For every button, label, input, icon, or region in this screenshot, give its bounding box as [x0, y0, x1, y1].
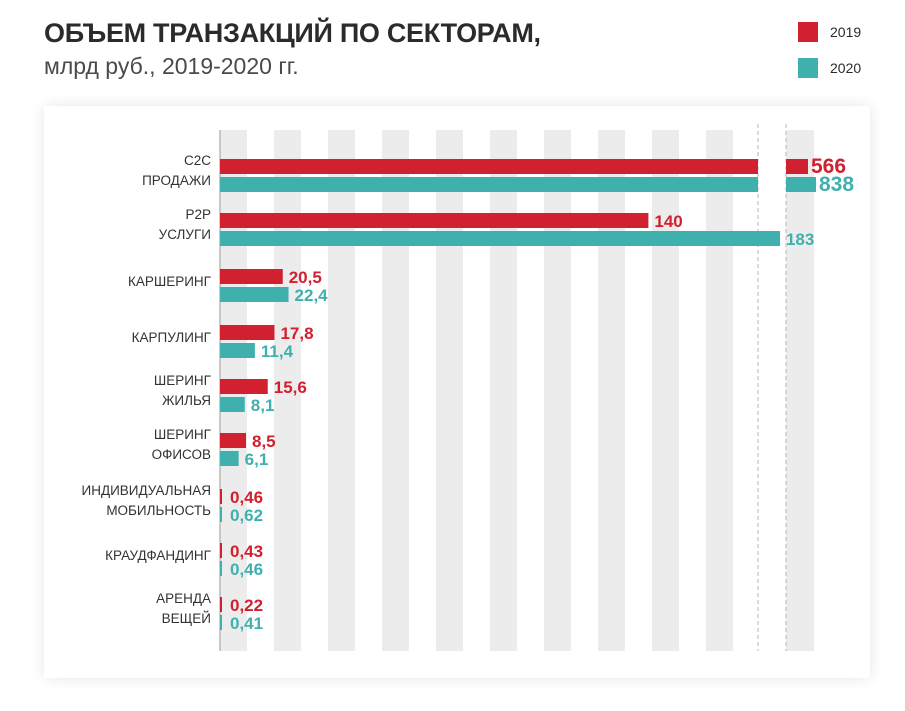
bar-2020 — [220, 451, 239, 466]
category-label: ЖИЛЬЯ — [162, 393, 211, 408]
category-label: КРАУДФАНДИНГ — [105, 548, 212, 563]
chart-subtitle: млрд руб., 2019-2020 гг. — [44, 53, 299, 79]
category-label: МОБИЛЬНОСТЬ — [106, 503, 211, 518]
bar-2019 — [220, 597, 222, 612]
legend-item-2020: 2020 — [798, 57, 861, 79]
grid-band — [598, 130, 625, 651]
legend-item-2019: 2019 — [798, 21, 861, 43]
data-label-2020: 6,1 — [245, 450, 269, 469]
chart-title: ОБЪЕМ ТРАНЗАКЦИЙ ПО СЕКТОРАМ, — [44, 18, 541, 48]
category-label: C2C — [184, 153, 211, 168]
bar-2020 — [220, 231, 780, 246]
legend-label-2020: 2020 — [830, 60, 862, 76]
data-label-2020: 0,62 — [230, 506, 263, 525]
grid-band — [328, 130, 355, 651]
bar-2019 — [220, 433, 247, 448]
legend-swatch-2020 — [798, 58, 818, 78]
category-label: ОФИСОВ — [152, 447, 211, 462]
category-label: P2P — [185, 207, 211, 222]
data-label-2020: 22,4 — [295, 286, 329, 305]
chart-panel: C2C ПРОДАЖИ 566 838 P2P УСЛУГИ 140 183 КАРШЕРИНГ… — [44, 106, 870, 678]
bar-2019 — [220, 213, 649, 228]
bar-2020-tail — [786, 177, 816, 192]
data-label-2020: 11,4 — [261, 342, 294, 361]
data-label-2019: 20,5 — [289, 268, 322, 287]
legend-label-2019: 2019 — [830, 24, 862, 40]
chart-header: ОБЪЕМ ТРАНЗАКЦИЙ ПО СЕКТОРАМ, млрд руб.,… — [44, 18, 541, 80]
category-label: УСЛУГИ — [159, 227, 211, 242]
bar-2020 — [220, 343, 255, 358]
bar-2020 — [220, 615, 222, 630]
bar-2020 — [220, 177, 758, 192]
data-label-2020: 8,1 — [251, 396, 275, 415]
category-label: ШЕРИНГ — [154, 427, 212, 442]
category-label: КАРШЕРИНГ — [128, 274, 212, 289]
legend-swatch-2019 — [798, 22, 818, 42]
data-label-2019: 0,22 — [230, 596, 263, 615]
bar-2020 — [220, 507, 222, 522]
category-label: ПРОДАЖИ — [142, 173, 211, 188]
bar-2019 — [220, 379, 268, 394]
data-label-2019: 0,46 — [230, 488, 263, 507]
data-label-2019: 566 — [811, 155, 846, 178]
grid-band — [490, 130, 517, 651]
grid-band — [706, 130, 733, 651]
bar-2019 — [220, 325, 275, 340]
bar-2019-tail — [786, 159, 808, 174]
bar-2020 — [220, 561, 222, 576]
bar-2020 — [220, 397, 245, 412]
data-label-2020: 0,41 — [230, 614, 263, 633]
data-label-2019: 8,5 — [252, 432, 276, 451]
category-label: КАРПУЛИНГ — [132, 330, 212, 345]
data-label-2020: 183 — [786, 230, 814, 249]
category-label: ИНДИВИДУАЛЬНАЯ — [82, 483, 212, 498]
data-label-2019: 15,6 — [274, 378, 307, 397]
grid-band — [436, 130, 463, 651]
category-label: ШЕРИНГ — [154, 373, 212, 388]
grid-band — [786, 130, 814, 651]
data-label-2020: 0,46 — [230, 560, 263, 579]
category-label: ВЕЩЕЙ — [162, 611, 211, 626]
data-label-2019: 0,43 — [230, 542, 263, 561]
bar-2020 — [220, 287, 289, 302]
bar-2019 — [220, 543, 222, 558]
bar-2019 — [220, 159, 758, 174]
bar-2019 — [220, 269, 283, 284]
category-label: АРЕНДА — [156, 591, 211, 606]
data-label-2020: 838 — [819, 173, 854, 196]
data-label-2019: 140 — [654, 212, 682, 231]
grid-band — [382, 130, 409, 651]
grid-band — [544, 130, 571, 651]
grid-band — [652, 130, 679, 651]
bar-2019 — [220, 489, 222, 504]
data-label-2019: 17,8 — [280, 324, 313, 343]
legend: 2019 2020 — [798, 21, 861, 93]
